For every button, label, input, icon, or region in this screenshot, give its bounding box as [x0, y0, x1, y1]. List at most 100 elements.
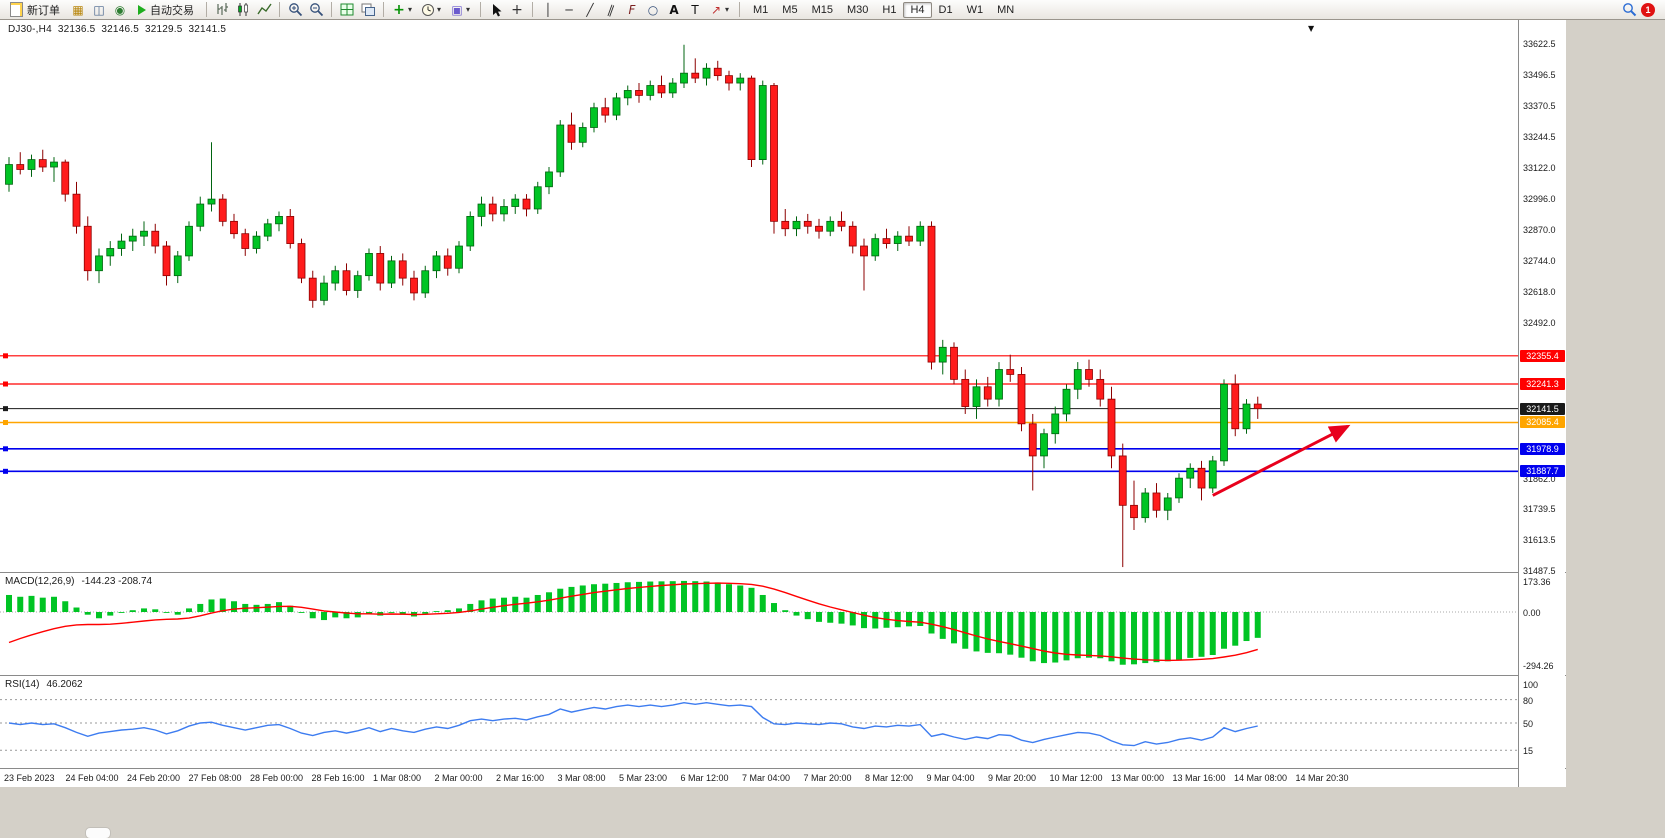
- candle: [623, 90, 632, 99]
- timeframe-d1[interactable]: D1: [938, 3, 953, 16]
- macd-scale-label: -294.26: [1523, 660, 1554, 671]
- arrows-icon[interactable]: ↗: [710, 2, 722, 17]
- symbol-period-label: DJ30-,H4: [8, 24, 52, 35]
- rsi-line: [8, 701, 1258, 747]
- line-chart-mode-icon[interactable]: [255, 2, 273, 18]
- panel-separator: [0, 768, 1566, 769]
- trendline-icon[interactable]: ╱: [586, 2, 594, 17]
- level-price-tag: 32241.3: [1520, 377, 1565, 390]
- periods-icon[interactable]: [419, 2, 437, 18]
- navigator-icon[interactable]: ◉: [114, 2, 126, 17]
- candle: [927, 225, 936, 363]
- time-axis-label: 28 Feb 16:00: [311, 773, 365, 783]
- candle: [16, 164, 25, 170]
- templates-icon[interactable]: ▣: [451, 2, 463, 17]
- candle: [815, 225, 823, 232]
- time-axis-label: 28 Feb 00:00: [250, 773, 304, 783]
- candle: [342, 270, 351, 291]
- tile-windows-icon[interactable]: [338, 2, 356, 18]
- level-handle[interactable]: [3, 446, 8, 452]
- rsi-scale-label: 50: [1523, 719, 1534, 729]
- fibonacci-icon[interactable]: F: [628, 2, 636, 17]
- candle: [1231, 383, 1240, 430]
- trend-arrow-annotation[interactable]: [1212, 424, 1351, 497]
- price-axis[interactable]: 33622.5 33496.5 33370.5 33244.5 33122.0 32996…: [1518, 20, 1565, 787]
- timeframe-m30[interactable]: M30: [846, 3, 869, 16]
- rsi-indicator-chart: [0, 699, 1518, 751]
- text-label-icon[interactable]: T: [691, 2, 699, 17]
- time-axis[interactable]: 23 Feb 2023 24 Feb 04:00 24 Feb 20:00 27 Fe…: [0, 769, 1566, 787]
- toolbar-separator: [331, 2, 332, 17]
- horizontal-line-icon[interactable]: ─: [565, 2, 573, 17]
- time-axis-label: 13 Mar 16:00: [1172, 773, 1226, 783]
- level-handle[interactable]: [3, 468, 8, 474]
- candle: [545, 171, 553, 188]
- level-handle[interactable]: [3, 381, 8, 387]
- notification-badge[interactable]: 1: [1641, 2, 1655, 17]
- level-handle[interactable]: [3, 406, 8, 412]
- candle: [252, 235, 261, 249]
- channel-icon[interactable]: ∥: [605, 1, 617, 18]
- auto-trading-button[interactable]: 自动交易: [132, 0, 200, 20]
- vertical-line-icon[interactable]: │: [544, 2, 552, 17]
- candle: [1017, 374, 1026, 425]
- time-axis-label: 2 Mar 00:00: [434, 773, 483, 783]
- crosshair-icon[interactable]: +: [511, 1, 523, 18]
- candle: [725, 75, 733, 84]
- price-axis-tick: 33622.5: [1523, 38, 1556, 49]
- price-axis-tick: 33122.0: [1523, 162, 1556, 173]
- zoom-out-icon[interactable]: [307, 2, 325, 18]
- rsi-scale-label: 100: [1523, 680, 1539, 690]
- candle: [601, 107, 610, 116]
- candle: [387, 260, 396, 284]
- candle: [1197, 467, 1206, 489]
- periods-caret-icon[interactable]: ▾: [437, 5, 442, 14]
- arrows-caret-icon[interactable]: ▾: [725, 5, 730, 14]
- level-handle[interactable]: [3, 419, 8, 425]
- rsi-label: RSI(14) 46.2062: [5, 679, 83, 690]
- timeframe-m5[interactable]: M5: [782, 3, 798, 16]
- ohlc-open: 32136.5: [57, 24, 96, 35]
- candle: [488, 203, 497, 215]
- candle: [826, 220, 835, 232]
- candle: [646, 85, 655, 96]
- candle: [578, 127, 587, 143]
- rsi-value: 46.2062: [46, 679, 83, 690]
- candle: [1141, 492, 1150, 519]
- cursor-icon[interactable]: [487, 2, 505, 18]
- templates-caret-icon[interactable]: ▾: [466, 5, 471, 14]
- profiles-icon[interactable]: ▦: [72, 2, 84, 17]
- candle: [230, 220, 238, 235]
- chart-shift-marker[interactable]: ▼: [1308, 24, 1315, 33]
- zoom-in-icon[interactable]: [286, 2, 304, 18]
- timeframe-mn[interactable]: MN: [997, 3, 1015, 16]
- timeframe-h1[interactable]: H1: [882, 3, 897, 16]
- candlestick-mode-icon[interactable]: [234, 2, 252, 18]
- horizontal-level-lines: [0, 353, 1518, 474]
- market-watch-icon[interactable]: ◫: [93, 2, 105, 17]
- time-axis-label: 14 Mar 20:30: [1295, 773, 1349, 783]
- timeframe-m1[interactable]: M1: [753, 3, 769, 16]
- shapes-icon[interactable]: ○: [647, 2, 659, 17]
- indicators-icon[interactable]: +: [393, 1, 405, 18]
- text-icon[interactable]: A: [669, 2, 679, 17]
- level-price-tag: 32355.4: [1520, 349, 1565, 362]
- price-axis-tick: 31862.0: [1523, 473, 1556, 484]
- candle: [837, 220, 846, 227]
- candle: [1107, 398, 1116, 457]
- timeframe-w1[interactable]: W1: [966, 3, 984, 16]
- time-axis-label: 14 Mar 08:00: [1234, 773, 1288, 783]
- new-order-button[interactable]: 新订单: [4, 0, 66, 20]
- bar-chart-mode-icon[interactable]: [213, 2, 231, 18]
- candle: [905, 235, 913, 242]
- candle: [635, 90, 643, 96]
- level-handle[interactable]: [3, 353, 8, 359]
- timeframe-m15[interactable]: M15: [811, 3, 833, 16]
- indicators-caret-icon[interactable]: ▾: [408, 5, 413, 14]
- search-icon[interactable]: [1620, 2, 1638, 18]
- timeframe-h4[interactable]: H4: [903, 1, 932, 18]
- panel-separator: [0, 572, 1566, 573]
- macd-signal-line: [8, 582, 1258, 662]
- cascade-windows-icon[interactable]: [359, 2, 377, 18]
- candle: [117, 240, 126, 249]
